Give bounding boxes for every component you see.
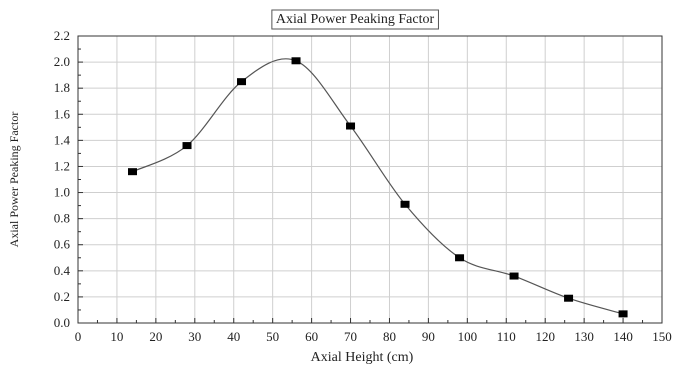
marker-layer (128, 57, 628, 318)
x-tick-label: 80 (383, 329, 396, 344)
x-tick-label: 100 (458, 329, 478, 344)
chart-title-group: Axial Power Peaking Factor (271, 9, 439, 30)
x-tick-label: 20 (149, 329, 162, 344)
grid-layer (78, 36, 662, 323)
x-tick-label: 0 (75, 329, 82, 344)
y-tick-label: 0.2 (54, 289, 70, 304)
data-point-marker (455, 254, 465, 262)
y-tick-label: 2.0 (54, 54, 70, 69)
data-point-marker (400, 200, 410, 208)
y-tick-label: 0.4 (54, 263, 71, 278)
x-axis-title: Axial Height (cm) (311, 350, 414, 365)
axis-layer: 0 10 20 30 40 50 60 70 80 90 100 110 120 130 140 150 0.0… (54, 28, 672, 344)
x-tick-label: 110 (497, 329, 516, 344)
y-tick-label: 1.0 (54, 185, 70, 200)
data-point-marker (564, 294, 574, 302)
data-point-marker (237, 78, 247, 86)
y-axis-title: Axial Power Peaking Factor (7, 112, 21, 248)
x-tick-label: 130 (574, 329, 594, 344)
series-curve (132, 58, 624, 315)
y-tick-label: 0.0 (54, 315, 70, 330)
data-point-marker (182, 142, 192, 150)
chart-title: Axial Power Peaking Factor (276, 12, 435, 27)
y-tick-label: 0.8 (54, 211, 70, 226)
x-tick-label: 60 (305, 329, 318, 344)
x-tick-label: 150 (652, 329, 672, 344)
x-tick-label: 10 (110, 329, 123, 344)
y-tick-label: 1.6 (54, 106, 71, 121)
x-tick-label: 120 (535, 329, 555, 344)
y-tick-label: 1.8 (54, 80, 70, 95)
data-point-marker (128, 168, 138, 176)
y-tick-label: 1.4 (54, 132, 71, 147)
x-tick-label: 70 (344, 329, 357, 344)
data-point-marker (291, 57, 301, 65)
x-tick-label: 30 (188, 329, 201, 344)
x-tick-label: 50 (266, 329, 279, 344)
data-point-marker (509, 272, 519, 280)
x-tick-label: 140 (613, 329, 633, 344)
chart-title-box (271, 9, 439, 30)
data-point-marker (618, 310, 628, 318)
y-tick-label: 0.6 (54, 237, 71, 252)
plot-frame (77, 35, 663, 324)
x-tick-label: 90 (422, 329, 435, 344)
y-tick-label: 2.2 (54, 28, 70, 43)
x-tick-label: 40 (227, 329, 240, 344)
y-tick-label: 1.2 (54, 158, 70, 173)
data-point-marker (346, 122, 356, 130)
